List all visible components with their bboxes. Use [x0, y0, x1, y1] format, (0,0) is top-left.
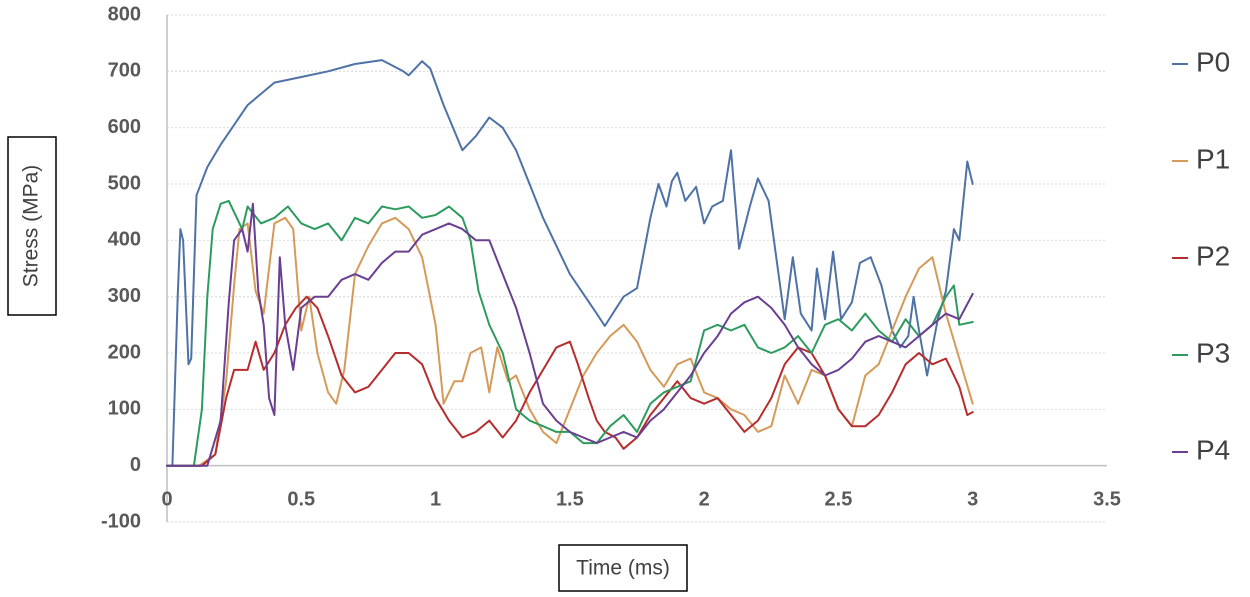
x-tick-label: 1.5: [556, 489, 584, 511]
legend-label-p3: P3: [1196, 337, 1230, 368]
series-line-p0: [166, 59, 974, 467]
x-tick-label: 3: [967, 489, 978, 511]
x-axis-title-text: Time (ms): [576, 557, 670, 580]
y-axis-title-text: Stress (MPa): [20, 165, 43, 288]
x-tick-label: 3.5: [1093, 489, 1121, 511]
y-tick-label: 0: [130, 454, 141, 476]
y-tick-label: 700: [108, 60, 141, 82]
x-tick-label: 2.5: [825, 489, 853, 511]
x-axis-title: Time (ms): [558, 544, 688, 592]
y-tick-label: 400: [108, 229, 141, 251]
legend-label-p4: P4: [1196, 434, 1230, 465]
grid-lines: [167, 14, 1107, 523]
legend-label-p1: P1: [1196, 143, 1230, 174]
y-tick-label: 800: [108, 3, 141, 25]
x-axis-title-box: [558, 544, 688, 592]
legend-label-p0: P0: [1196, 46, 1230, 77]
series-line-p4: [166, 202, 974, 467]
x-tick-label: 0: [161, 489, 172, 511]
y-axis-title-box: [7, 136, 57, 316]
axes: [166, 15, 1107, 522]
y-tick-label: 100: [108, 398, 141, 420]
legend: P0 P1 P2 P3 P4: [1172, 46, 1230, 465]
series-line-p2: [166, 295, 974, 467]
x-tick-label: 1: [430, 489, 441, 511]
y-tick-label: 200: [108, 341, 141, 363]
series-line-p3: [166, 199, 974, 467]
y-axis-title: Stress (MPa): [7, 136, 57, 316]
y-tick-label: 600: [108, 116, 141, 138]
tick-labels: -100 0 100 200 300 400 500 600 700 800 0 0.5 1 1.5 2 2.…: [101, 3, 1121, 532]
y-tick-label: 300: [108, 285, 141, 307]
x-tick-label: 2: [699, 489, 710, 511]
y-tick-label: -100: [101, 510, 141, 532]
legend-label-p2: P2: [1196, 240, 1230, 271]
y-tick-label: 500: [108, 172, 141, 194]
x-tick-label: 0.5: [287, 489, 315, 511]
series-lines: [166, 59, 974, 467]
